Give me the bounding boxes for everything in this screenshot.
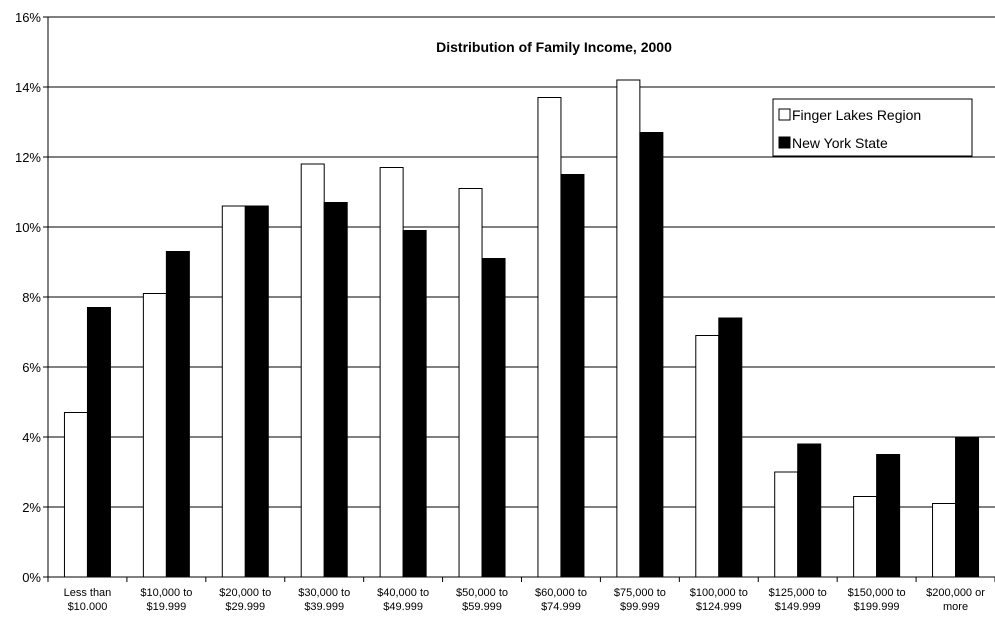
y-tick-label: 10%: [15, 220, 41, 235]
y-tick-label: 14%: [15, 80, 41, 95]
x-tick-label-line: $20,000 to: [219, 587, 271, 599]
bar-finger-lakes-region: [221, 205, 246, 578]
x-tick-label-line: more: [943, 601, 968, 613]
bar-new-york-state: [323, 202, 348, 578]
x-tick-labels: Less than $10.000 $10,000 to $19.999 $20,000…: [64, 587, 986, 613]
bar-new-york-state: [402, 230, 427, 578]
y-tick-labels: 0% 2% 4% 6% 8% 10% 12% 14% 16%: [15, 10, 41, 585]
x-tick-label-line: $39.999: [304, 601, 344, 613]
x-tick-label-line: $124.999: [696, 601, 742, 613]
x-tick-label-line: $99.999: [620, 601, 660, 613]
bar-new-york-state: [639, 132, 664, 578]
axes: [47, 17, 995, 582]
bar-new-york-state: [876, 454, 901, 578]
bar-new-york-state: [718, 317, 743, 578]
bar-finger-lakes-region: [63, 412, 88, 578]
bar-new-york-state: [560, 174, 585, 578]
legend-label: New York State: [792, 135, 888, 151]
x-tick-label: $200,000 or more: [926, 587, 985, 613]
x-tick-label: $50,000 to $59.999: [456, 587, 508, 613]
bar-new-york-state: [955, 436, 980, 578]
legend-swatch: [778, 108, 791, 121]
bar-new-york-state: [797, 443, 822, 578]
x-tick-label-line: $19.999: [146, 601, 186, 613]
y-tick-label: 2%: [22, 500, 41, 515]
bar-finger-lakes-region: [932, 503, 957, 578]
bar-new-york-state: [244, 205, 269, 578]
y-tick-label: 8%: [22, 290, 41, 305]
x-tick-label-line: $149.999: [775, 601, 821, 613]
bar-new-york-state: [481, 258, 506, 578]
x-tick-label: $20,000 to $29.999: [219, 587, 271, 613]
x-tick-label: $100,000 to $124.999: [690, 587, 748, 613]
x-tick-label-line: Less than: [64, 587, 112, 599]
x-tick-label-line: $59.999: [462, 601, 502, 613]
legend: Finger Lakes Region New York State: [772, 98, 973, 157]
legend-label: Finger Lakes Region: [792, 107, 921, 123]
x-tick-label: $30,000 to $39.999: [298, 587, 350, 613]
x-tick-label: $40,000 to $49.999: [377, 587, 429, 613]
bar-new-york-state: [165, 251, 190, 578]
bar-new-york-state: [86, 307, 111, 578]
x-tick-label-line: $74.999: [541, 601, 581, 613]
bar-finger-lakes-region: [458, 188, 483, 578]
gridlines: [43, 16, 995, 578]
x-tick-label: $150,000 to $199.999: [848, 587, 906, 613]
bar-finger-lakes-region: [300, 163, 325, 578]
x-tick-label: $125,000 to $149.999: [769, 587, 827, 613]
x-tick-label-line: $10,000 to: [140, 587, 192, 599]
y-tick-label: 0%: [22, 570, 41, 585]
bar-finger-lakes-region: [142, 293, 167, 578]
legend-swatch: [778, 136, 791, 149]
chart-title: Distribution of Family Income, 2000: [436, 39, 672, 55]
x-tick-label-line: $40,000 to: [377, 587, 429, 599]
bar-finger-lakes-region: [695, 335, 720, 578]
x-tick-label-line: $199.999: [854, 601, 900, 613]
x-tick-label-line: $49.999: [383, 601, 423, 613]
x-tick-label-line: $100,000 to: [690, 587, 748, 599]
x-tick-label: $75,000 to $99.999: [614, 587, 666, 613]
bar-finger-lakes-region: [537, 97, 562, 578]
x-tick-label-line: $30,000 to: [298, 587, 350, 599]
bar-finger-lakes-region: [774, 471, 799, 578]
legend-box: [772, 98, 973, 157]
x-tick-label: Less than $10.000: [64, 587, 112, 613]
x-tick-label-line: $125,000 to: [769, 587, 827, 599]
y-tick-label: 12%: [15, 150, 41, 165]
y-tick-label: 4%: [22, 430, 41, 445]
x-tick-label-line: $150,000 to: [848, 587, 906, 599]
x-tick-label: $10,000 to $19.999: [140, 587, 192, 613]
x-tick-label-line: $29.999: [225, 601, 265, 613]
bar-finger-lakes-region: [853, 496, 878, 578]
bar-finger-lakes-region: [379, 167, 404, 578]
x-tick-label-line: $200,000 or: [926, 587, 985, 599]
x-tick-label-line: $60,000 to: [535, 587, 587, 599]
bar-finger-lakes-region: [616, 79, 641, 578]
x-tick-label-line: $75,000 to: [614, 587, 666, 599]
x-tick-label-line: $50,000 to: [456, 587, 508, 599]
y-tick-label: 6%: [22, 360, 41, 375]
x-tick-label: $60,000 to $74.999: [535, 587, 587, 613]
x-tick-label-line: $10.000: [68, 601, 108, 613]
y-tick-label: 16%: [15, 10, 41, 25]
